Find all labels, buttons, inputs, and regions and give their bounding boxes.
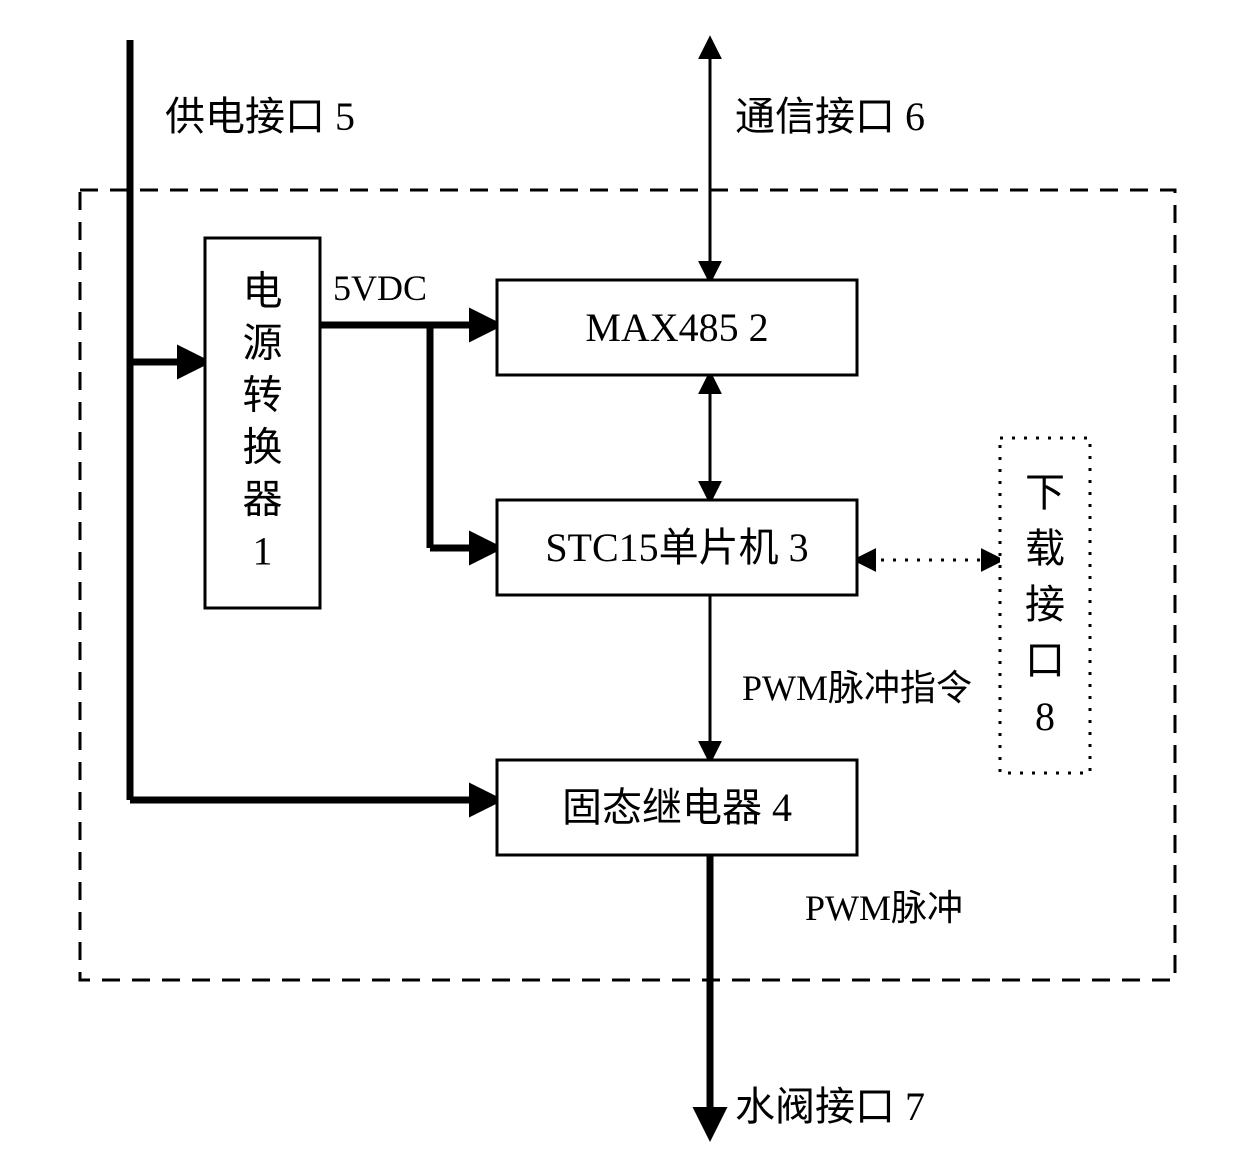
node-power_conv: 电源转换器 1 bbox=[205, 238, 320, 608]
label-external_labels.power_if.text: 供电接口 5 bbox=[165, 94, 355, 139]
label-edge_labels.vdc.text: 5VDC bbox=[333, 268, 427, 308]
node-label-download-3: 口 bbox=[1025, 638, 1065, 683]
node-label-download-4: 8 bbox=[1035, 694, 1055, 739]
node-label-power_conv-1: 源 bbox=[243, 320, 283, 365]
node-label-max485: MAX485 2 bbox=[585, 305, 768, 350]
node-label-power_conv-5: 1 bbox=[253, 528, 273, 573]
label-external_labels.comm_if.text: 通信接口 6 bbox=[735, 94, 925, 139]
node-max485: MAX485 2 bbox=[497, 280, 857, 375]
label-edge_labels.pwm.text: PWM脉冲 bbox=[805, 888, 963, 928]
label-external_labels.valve_if.text: 水阀接口 7 bbox=[735, 1084, 925, 1129]
node-label-mcu: STC15单片机 3 bbox=[545, 525, 808, 570]
node-label-power_conv-2: 转 bbox=[243, 372, 283, 417]
node-label-download-2: 接 bbox=[1025, 582, 1065, 627]
node-label-power_conv-3: 换 bbox=[243, 424, 283, 469]
node-label-relay: 固态继电器 4 bbox=[562, 785, 792, 830]
node-label-power_conv-0: 电 bbox=[243, 268, 283, 313]
node-download: 下载接口 8 bbox=[1000, 438, 1090, 773]
node-label-download-0: 下 bbox=[1025, 470, 1065, 515]
node-label-download-1: 载 bbox=[1025, 526, 1065, 571]
node-mcu: STC15单片机 3 bbox=[497, 500, 857, 595]
label-edge_labels.pwm_cmd.text: PWM脉冲指令 bbox=[742, 668, 972, 708]
node-label-power_conv-4: 器 bbox=[243, 476, 283, 521]
node-relay: 固态继电器 4 bbox=[497, 760, 857, 855]
